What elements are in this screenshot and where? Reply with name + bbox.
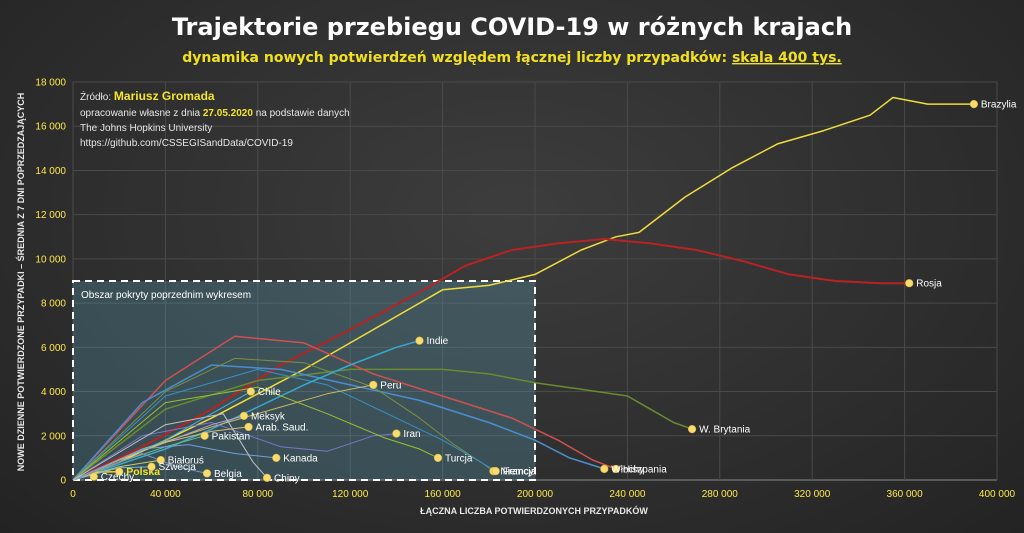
series-label-chiny: Chiny bbox=[274, 473, 300, 484]
series-label-francja: Francja bbox=[503, 467, 537, 478]
series-endpoint-francja bbox=[491, 467, 500, 476]
series-line-chiny bbox=[72, 413, 268, 481]
source-prefix: Źródło: bbox=[80, 90, 114, 103]
source-line-1: Źródło: Mariusz Gromada bbox=[80, 89, 215, 103]
series-line-brazylia bbox=[72, 96, 974, 481]
x-tick-label: 120 000 bbox=[332, 489, 369, 500]
series-label-arab-saud: Arab. Saud. bbox=[256, 422, 309, 433]
y-tick-label: 2 000 bbox=[41, 431, 66, 442]
series-label-rosja: Rosja bbox=[916, 279, 942, 290]
y-tick-label: 18 000 bbox=[35, 78, 66, 89]
x-tick-label: 200 000 bbox=[517, 489, 554, 500]
series-label-kanada: Kanada bbox=[283, 453, 318, 464]
series-endpoint-rosja bbox=[905, 279, 914, 288]
x-tick-label: 280 000 bbox=[702, 489, 739, 500]
series-endpoint-czechy bbox=[89, 472, 98, 481]
x-tick-label: 320 000 bbox=[794, 489, 831, 500]
series-label-w-brytania: W. Brytania bbox=[699, 425, 751, 436]
x-tick-label: 400 000 bbox=[979, 489, 1016, 500]
series-label-turcja: Turcja bbox=[445, 453, 473, 464]
series-endpoint-chiny bbox=[262, 473, 272, 482]
series-endpoint-w-brytania bbox=[687, 425, 697, 434]
x-tick-label: 80 000 bbox=[243, 489, 274, 500]
series-endpoint-turcja bbox=[433, 453, 443, 462]
y-tick-label: 12 000 bbox=[35, 210, 66, 221]
series-line-turcja bbox=[72, 386, 439, 481]
series-label-chile: Chile bbox=[258, 387, 281, 398]
series-line-iran bbox=[72, 422, 397, 481]
series-label-czechy: Czechy bbox=[101, 472, 134, 483]
series-endpoint-iran bbox=[392, 429, 401, 438]
series-line-wlochy bbox=[72, 364, 605, 481]
series-label-bialorus: Białoruś bbox=[168, 456, 204, 467]
x-axis-label: ŁĄCZNA LICZBA POTWIERDZONYCH PRZYPADKÓW bbox=[420, 505, 648, 516]
series-line-hiszpania bbox=[72, 335, 617, 481]
x-tick-label: 40 000 bbox=[150, 489, 181, 500]
series-label-szwecja: Szwecja bbox=[159, 462, 197, 473]
source-note: Źródło: Mariusz Gromada opracowanie włas… bbox=[80, 89, 350, 149]
source-line-2: opracowanie własne z dnia 27.05.2020 na … bbox=[80, 108, 350, 119]
chart-title: Trajektorie przebiegu COVID-19 w różnych… bbox=[172, 13, 852, 41]
y-tick-label: 6 000 bbox=[41, 343, 66, 354]
x-tick-label: 160 000 bbox=[425, 489, 462, 500]
chart-subtitle: dynamika nowych potwierdzeń względem łąc… bbox=[182, 50, 841, 66]
series-endpoint-bialorus bbox=[156, 456, 165, 465]
series-label-brazylia: Brazylia bbox=[981, 100, 1017, 111]
x-axis-ticks: 0 40 000 80 000 120 000 160 000 200 000 240 00… bbox=[70, 489, 1015, 500]
y-tick-label: 14 000 bbox=[35, 166, 66, 177]
series-line-indie bbox=[72, 339, 420, 481]
series-endpoint-meksyk bbox=[239, 411, 249, 420]
series-line-rosja bbox=[72, 238, 910, 481]
y-axis-label: NOWE DZIENNE POTWIERDZONE PRZYPADKI – ŚR… bbox=[15, 93, 26, 472]
series-label-belgia: Belgia bbox=[214, 469, 242, 480]
subtitle-scale-link[interactable]: skala 400 tys. bbox=[732, 50, 842, 66]
y-axis-ticks: 0 2 000 4 000 6 000 8 000 10 000 12 000 14 000 1… bbox=[35, 78, 66, 487]
series-label-meksyk: Meksyk bbox=[251, 411, 286, 422]
series-endpoint-arab-saud bbox=[244, 422, 253, 432]
series-endpoint-indie bbox=[415, 336, 424, 345]
x-tick-label: 0 bbox=[70, 489, 76, 500]
series-endpoint-chile bbox=[246, 387, 255, 396]
x-tick-label: 360 000 bbox=[887, 489, 924, 500]
series-endpoint-wlochy bbox=[600, 464, 609, 474]
series-label-niemcy: Niemcy bbox=[500, 467, 533, 478]
previous-chart-area-label: Obszar pokryty poprzednim wykresem bbox=[81, 290, 251, 301]
series-endpoint-hiszpania bbox=[611, 464, 620, 474]
source-date: 27.05.2020 bbox=[203, 108, 253, 119]
series-label-wlochy: Włochy bbox=[611, 464, 644, 475]
y-tick-label: 8 000 bbox=[41, 299, 66, 310]
series-endpoint-kanada bbox=[272, 453, 281, 462]
source-author: Mariusz Gromada bbox=[114, 89, 215, 103]
y-tick-label: 16 000 bbox=[35, 122, 66, 133]
source-line-3: The Johns Hopkins University bbox=[80, 123, 212, 134]
series-endpoint-polska bbox=[115, 467, 124, 476]
series-endpoint-szwecja bbox=[147, 462, 156, 471]
source-line-2b: na podstawie danych bbox=[253, 108, 350, 119]
series-line-francja bbox=[72, 368, 496, 481]
y-tick-label: 0 bbox=[60, 476, 66, 487]
y-tick-label: 4 000 bbox=[41, 387, 66, 398]
x-tick-label: 240 000 bbox=[609, 489, 646, 500]
series-endpoint-peru bbox=[369, 380, 378, 390]
series-label-peru: Peru bbox=[380, 380, 401, 391]
series-label-hiszpania: Hiszpania bbox=[623, 464, 667, 475]
subtitle-main: dynamika nowych potwierdzeń względem łąc… bbox=[182, 50, 732, 66]
series-endpoint-belgia bbox=[202, 469, 212, 478]
source-line-2a: opracowanie własne z dnia bbox=[80, 108, 203, 119]
series-label-iran: Iran bbox=[403, 429, 420, 440]
series-label-pakistan: Pakistan bbox=[212, 431, 250, 442]
series-label-indie: Indie bbox=[427, 336, 449, 347]
source-line-4: https://github.com/CSSEGISandData/COVID-… bbox=[80, 138, 293, 149]
series-endpoint-pakistan bbox=[200, 431, 209, 440]
y-tick-label: 10 000 bbox=[35, 254, 66, 265]
series-line-w-brytania bbox=[72, 368, 693, 481]
series-endpoint-brazylia bbox=[969, 100, 979, 109]
